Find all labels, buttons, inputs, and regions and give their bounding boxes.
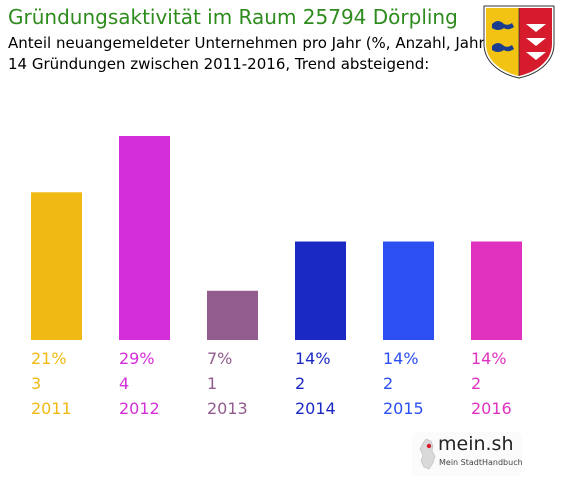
- chart-summary: 14 Gründungen zwischen 2011-2016, Trend …: [8, 55, 430, 73]
- bar-2011: [31, 192, 82, 340]
- bar-2015: [383, 241, 434, 340]
- coat-of-arms-icon: [483, 5, 555, 79]
- logo-wordmark: mein.sh: [438, 433, 514, 455]
- bar-2016: [471, 241, 522, 340]
- year-label-2012: 2012: [119, 399, 160, 418]
- bar-2014: [295, 241, 346, 340]
- percent-label-2014: 14%: [295, 349, 331, 368]
- count-label-2016: 2: [471, 374, 481, 393]
- year-label-2013: 2013: [207, 399, 248, 418]
- count-label-2011: 3: [31, 374, 41, 393]
- year-label-2016: 2016: [471, 399, 512, 418]
- chart-subtitle: Anteil neuangemeldeter Unternehmen pro J…: [8, 34, 491, 52]
- count-label-2013: 1: [207, 374, 217, 393]
- count-label-2012: 4: [119, 374, 129, 393]
- year-label-2014: 2014: [295, 399, 336, 418]
- germany-map-icon: [419, 438, 436, 470]
- bar-2013: [207, 290, 258, 340]
- chart-title: Gründungsaktivität im Raum 25794 Dörplin…: [8, 5, 458, 29]
- logo-tagline: Mein StadtHandbuch: [439, 458, 523, 467]
- mein-sh-logo: mein.sh Mein StadtHandbuch: [412, 432, 523, 476]
- count-label-2014: 2: [295, 374, 305, 393]
- percent-label-2013: 7%: [207, 349, 232, 368]
- percent-label-2011: 21%: [31, 349, 67, 368]
- year-label-2011: 2011: [31, 399, 72, 418]
- count-label-2015: 2: [383, 374, 393, 393]
- bar-2012: [119, 136, 170, 340]
- percent-label-2015: 14%: [383, 349, 419, 368]
- percent-label-2012: 29%: [119, 349, 155, 368]
- year-label-2015: 2015: [383, 399, 424, 418]
- percent-label-2016: 14%: [471, 349, 507, 368]
